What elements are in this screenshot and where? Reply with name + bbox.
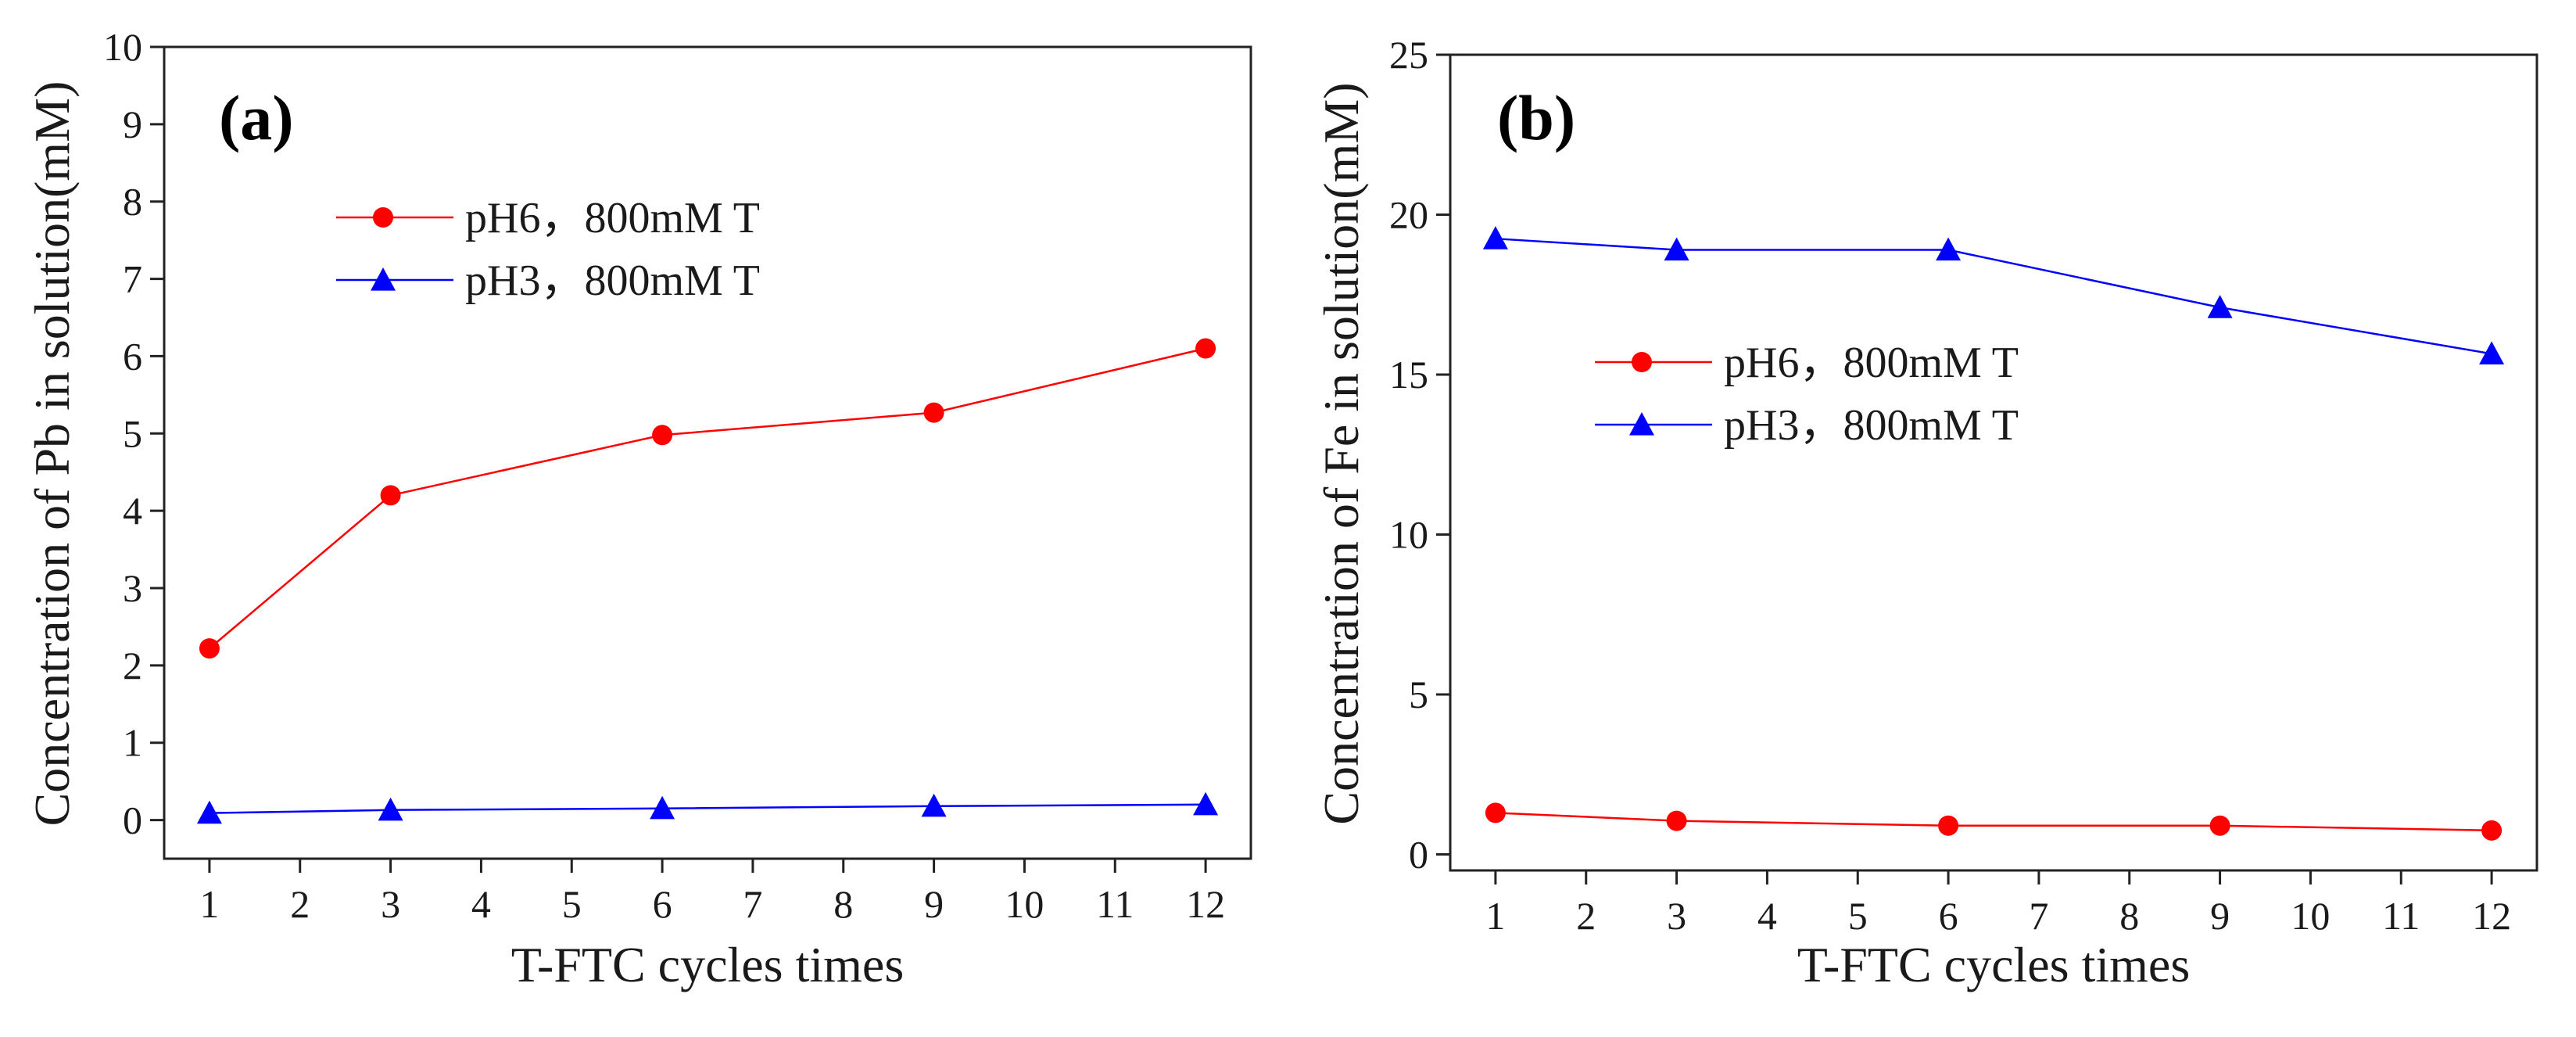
- data-point: [2207, 295, 2233, 318]
- y-tick-label: 2: [123, 644, 142, 687]
- x-tick-label: 1: [1485, 894, 1505, 938]
- data-point: [1482, 226, 1508, 249]
- series-ph3: [1482, 226, 2505, 365]
- series-line: [1495, 237, 2492, 355]
- y-tick-label: 20: [1389, 193, 1428, 237]
- data-point: [1664, 237, 1689, 261]
- x-tick-label: 10: [2291, 894, 2330, 938]
- data-point: [2479, 341, 2505, 365]
- x-tick-label: 2: [290, 882, 310, 926]
- legend-label: pH3，800mM T: [1724, 401, 2019, 450]
- legend-label: pH6，800mM T: [465, 194, 760, 242]
- data-point: [652, 425, 673, 446]
- x-tick-label: 8: [2119, 894, 2139, 938]
- series-ph6: [1485, 802, 2503, 841]
- x-tick-label: 3: [1667, 894, 1686, 938]
- x-tick-label: 1: [199, 882, 219, 926]
- series-ph6: [199, 338, 1216, 659]
- y-tick-label: 10: [103, 25, 142, 69]
- x-tick-label: 12: [2472, 894, 2511, 938]
- legend-item: pH3，800mM T: [1595, 401, 2019, 450]
- series-line: [209, 803, 1206, 814]
- x-tick-label: 7: [743, 882, 762, 926]
- x-tick-label: 7: [2029, 894, 2048, 938]
- data-point: [2209, 815, 2230, 836]
- data-point: [1938, 815, 1959, 836]
- data-point: [199, 638, 220, 659]
- x-tick-label: 10: [1005, 882, 1044, 926]
- legend-item: pH6，800mM T: [1595, 339, 2019, 387]
- data-point: [1666, 810, 1687, 831]
- x-tick-label: 2: [1576, 894, 1596, 938]
- y-tick-label: 9: [123, 102, 142, 146]
- y-tick-label: 1: [123, 721, 142, 765]
- x-tick-label: 4: [471, 882, 491, 926]
- y-tick-label: 5: [1409, 673, 1428, 716]
- legend-marker: [1629, 412, 1654, 436]
- legend-marker: [371, 267, 396, 291]
- data-point: [1195, 338, 1216, 359]
- series-ph3: [196, 791, 1219, 824]
- y-tick-label: 15: [1389, 353, 1428, 396]
- panel-label: (b): [1497, 82, 1575, 153]
- data-point: [650, 795, 675, 820]
- y-tick-label: 25: [1389, 33, 1428, 77]
- data-point: [378, 797, 403, 821]
- x-tick-label: 5: [1848, 894, 1868, 938]
- x-axis-title: T-FTC cycles times: [511, 937, 904, 992]
- data-point: [380, 485, 401, 506]
- y-axis-title: Concentration of Pb in solution(mM): [24, 81, 80, 827]
- plot-frame: [163, 45, 1252, 860]
- panel-label: (a): [219, 82, 294, 153]
- x-tick-label: 11: [1096, 882, 1134, 926]
- data-point: [1485, 802, 1506, 824]
- legend-item: pH3，800mM T: [336, 257, 760, 305]
- y-tick-label: 10: [1389, 513, 1428, 557]
- y-tick-label: 6: [123, 334, 142, 378]
- data-point: [2481, 820, 2503, 841]
- x-tick-label: 9: [924, 882, 944, 926]
- y-tick-label: 4: [123, 489, 142, 533]
- x-tick-label: 6: [653, 882, 672, 926]
- legend-marker: [1632, 352, 1652, 372]
- plot-frame: [1449, 53, 2538, 872]
- x-tick-label: 3: [381, 882, 400, 926]
- legend-marker: [373, 207, 393, 228]
- legend-label: pH3，800mM T: [465, 257, 760, 305]
- data-point: [1936, 237, 1962, 261]
- y-tick-label: 5: [123, 411, 142, 455]
- x-tick-label: 12: [1186, 882, 1225, 926]
- x-tick-label: 9: [2210, 894, 2230, 938]
- x-tick-label: 8: [833, 882, 853, 926]
- data-point: [921, 793, 947, 817]
- data-point: [1193, 791, 1219, 816]
- data-point: [923, 402, 944, 423]
- y-axis-title: Concentration of Fe in solution(mM): [1313, 82, 1369, 824]
- x-axis-title: T-FTC cycles times: [1797, 937, 2190, 992]
- series-line: [209, 347, 1206, 650]
- legend-label: pH6，800mM T: [1724, 339, 2019, 387]
- series-line: [1495, 812, 2492, 832]
- x-tick-label: 5: [562, 882, 582, 926]
- x-tick-label: 6: [1939, 894, 1958, 938]
- y-tick-label: 8: [123, 180, 142, 224]
- x-tick-label: 4: [1757, 894, 1777, 938]
- x-tick-label: 11: [2382, 894, 2420, 938]
- y-tick-label: 0: [123, 798, 142, 842]
- y-tick-label: 7: [123, 257, 142, 301]
- y-tick-label: 3: [123, 566, 142, 610]
- y-tick-label: 0: [1409, 833, 1428, 877]
- data-point: [196, 800, 222, 824]
- legend-item: pH6，800mM T: [336, 194, 760, 242]
